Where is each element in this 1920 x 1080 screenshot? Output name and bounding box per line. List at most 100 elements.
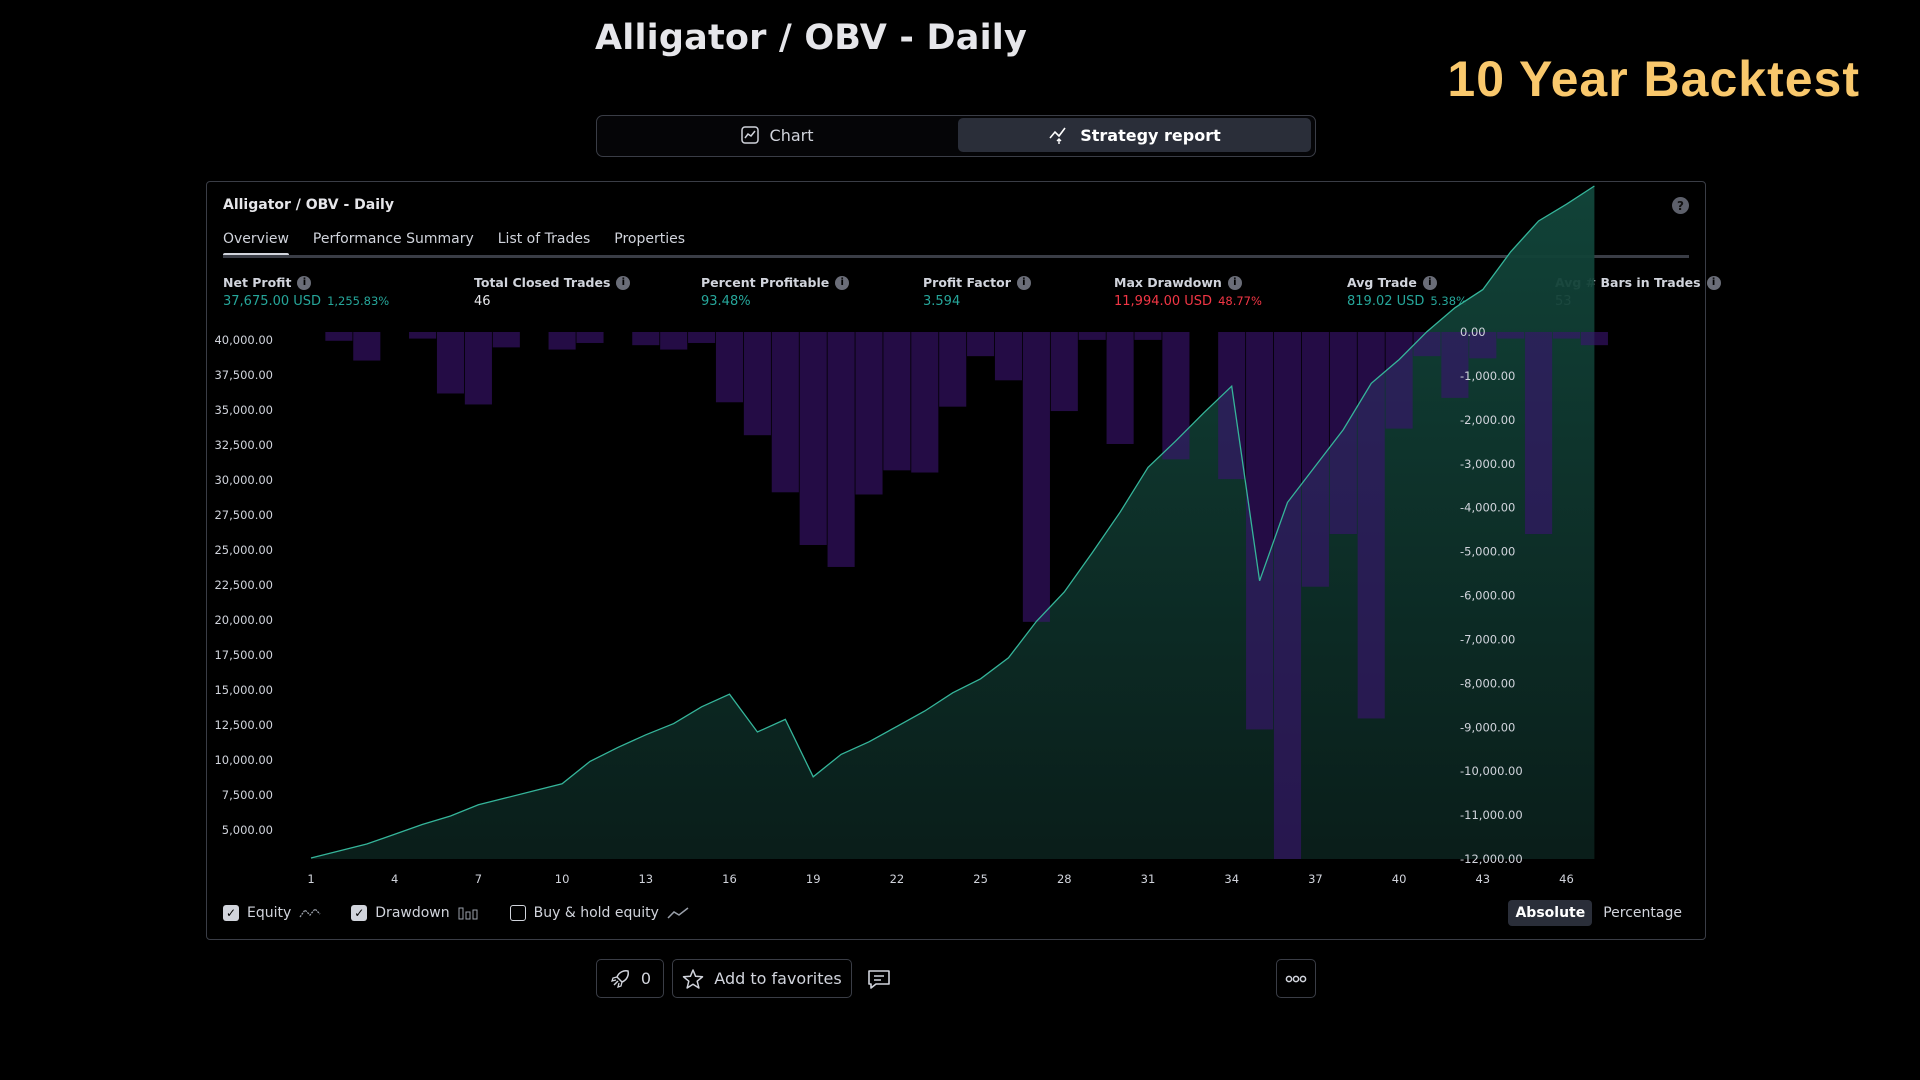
rocket-icon bbox=[610, 969, 629, 988]
metric-percent-profitable: Percent Profitable i 93.48% bbox=[701, 275, 850, 309]
drawdown-bar bbox=[632, 332, 660, 346]
drawdown-bar bbox=[1218, 332, 1246, 480]
strategy-report-tab-label: Strategy report bbox=[1080, 125, 1221, 145]
tab-performance-summary[interactable]: Performance Summary bbox=[312, 231, 474, 247]
info-icon[interactable]: i bbox=[297, 275, 312, 290]
chart-tab-label: Chart bbox=[769, 125, 814, 145]
drawdown-bar bbox=[1329, 332, 1357, 535]
boost-count: 0 bbox=[640, 969, 652, 988]
comments-button[interactable] bbox=[867, 968, 891, 994]
drawdown-bar bbox=[1385, 332, 1413, 429]
boost-button[interactable]: 0 bbox=[596, 959, 664, 998]
y-left-tick-label: 37,500.00 bbox=[214, 368, 273, 382]
drawdown-bar bbox=[1525, 332, 1553, 535]
equity-label: Equity bbox=[247, 905, 292, 921]
buy-hold-toggle[interactable]: Buy & hold equity bbox=[509, 905, 689, 921]
more-options-button[interactable] bbox=[1276, 959, 1316, 998]
percentage-button[interactable]: Percentage bbox=[1603, 905, 1682, 921]
drawdown-toggle[interactable]: ✓ Drawdown bbox=[351, 905, 479, 921]
x-tick-label: 1 bbox=[307, 872, 314, 886]
y-right-tick-label: 0.00 bbox=[1460, 325, 1486, 339]
drawdown-bar bbox=[576, 332, 604, 343]
drawdown-bar bbox=[548, 332, 576, 350]
x-tick-label: 40 bbox=[1392, 872, 1407, 886]
info-icon[interactable]: i bbox=[1016, 275, 1031, 290]
drawdown-bar bbox=[1106, 332, 1134, 444]
x-tick-label: 28 bbox=[1057, 872, 1072, 886]
buy-hold-checkbox[interactable] bbox=[509, 905, 526, 921]
metric-label-text: Total Closed Trades bbox=[474, 275, 611, 290]
drawdown-bar bbox=[688, 332, 716, 343]
info-icon[interactable]: i bbox=[1422, 275, 1437, 290]
drawdown-bar bbox=[464, 332, 492, 405]
equity-line bbox=[310, 185, 1595, 859]
y-right-tick-label: -1,000.00 bbox=[1460, 369, 1515, 383]
drawdown-bar bbox=[827, 332, 855, 567]
info-icon[interactable]: i bbox=[835, 275, 850, 290]
add-to-favorites-button[interactable]: Add to favorites bbox=[672, 959, 852, 998]
chart-legend: ✓ Equity ✓ Drawdown Buy & hold equity bbox=[223, 905, 689, 921]
drawdown-bar bbox=[855, 332, 883, 495]
x-tick-label: 31 bbox=[1141, 872, 1156, 886]
y-right-tick-label: -6,000.00 bbox=[1460, 589, 1515, 603]
y-left-tick-label: 27,500.00 bbox=[214, 508, 273, 522]
strategy-report-tab-button[interactable]: Strategy report bbox=[958, 118, 1311, 152]
equity-area bbox=[311, 186, 1595, 859]
page-title: Alligator / OBV - Daily bbox=[595, 18, 1028, 58]
drawdown-bar bbox=[1273, 332, 1302, 859]
buy-hold-line-icon bbox=[667, 907, 689, 919]
metric-label-text: Max Drawdown bbox=[1114, 275, 1222, 290]
drawdown-bar bbox=[325, 332, 353, 341]
x-tick-label: 34 bbox=[1224, 872, 1239, 886]
info-icon[interactable]: i bbox=[1706, 275, 1721, 290]
drawdown-bar bbox=[911, 332, 939, 473]
y-left-tick-label: 30,000.00 bbox=[214, 473, 273, 487]
drawdown-bar bbox=[1413, 332, 1441, 357]
equity-icon bbox=[299, 908, 321, 918]
equity-checkbox[interactable]: ✓ bbox=[223, 905, 239, 921]
tab-list-of-trades[interactable]: List of Trades bbox=[497, 231, 591, 247]
y-left-tick-label: 32,500.00 bbox=[214, 438, 273, 452]
y-right-tick-label: -11,000.00 bbox=[1460, 808, 1523, 822]
add-to-favorites-label: Add to favorites bbox=[714, 969, 842, 988]
y-right-tick-label: -3,000.00 bbox=[1460, 457, 1515, 471]
y-right-tick-label: -2,000.00 bbox=[1460, 413, 1515, 427]
drawdown-bar bbox=[799, 332, 827, 545]
y-left-tick-label: 15,000.00 bbox=[214, 683, 273, 697]
info-icon[interactable]: i bbox=[1227, 275, 1242, 290]
info-icon[interactable]: i bbox=[616, 275, 631, 290]
drawdown-checkbox[interactable]: ✓ bbox=[351, 905, 368, 921]
drawdown-bar bbox=[1246, 332, 1274, 730]
drawdown-bar bbox=[1022, 332, 1050, 622]
metric-sub-value: 5.38% bbox=[1430, 294, 1467, 308]
drawdown-bar bbox=[436, 332, 465, 394]
metric-profit-factor: Profit Factor i 3.594 bbox=[923, 275, 1031, 309]
drawdown-label: Drawdown bbox=[375, 905, 450, 921]
metric-label-text: Avg Trade bbox=[1347, 275, 1417, 290]
help-icon[interactable]: ? bbox=[1672, 197, 1689, 214]
x-tick-label: 37 bbox=[1308, 872, 1323, 886]
y-right-tick-label: -12,000.00 bbox=[1460, 852, 1523, 866]
y-left-tick-label: 17,500.00 bbox=[214, 648, 273, 662]
metric-value: 46 bbox=[474, 294, 491, 309]
strategy-report-panel: Alligator / OBV - Daily ? Overview Perfo… bbox=[206, 181, 1721, 940]
chart-tab-button[interactable]: Chart bbox=[599, 118, 954, 152]
metric-label: Profit Factor i bbox=[923, 275, 1031, 290]
x-tick-label: 19 bbox=[806, 872, 821, 886]
equity-toggle[interactable]: ✓ Equity bbox=[223, 905, 321, 921]
drawdown-bar bbox=[1078, 332, 1106, 340]
y-right-tick-label: -8,000.00 bbox=[1460, 676, 1515, 690]
metric-max-drawdown: Max Drawdown i 11,994.00 USD 48.77% bbox=[1114, 275, 1262, 309]
x-tick-label: 22 bbox=[890, 872, 905, 886]
y-left-tick-label: 40,000.00 bbox=[214, 333, 273, 347]
metric-label: Total Closed Trades i bbox=[474, 275, 631, 290]
absolute-button[interactable]: Absolute bbox=[1508, 900, 1593, 926]
drawdown-bar bbox=[1552, 332, 1581, 339]
tab-properties[interactable]: Properties bbox=[614, 231, 686, 247]
drawdown-bar bbox=[967, 332, 995, 357]
metric-label: Max Drawdown i bbox=[1114, 275, 1262, 290]
y-right-tick-label: -10,000.00 bbox=[1460, 764, 1523, 778]
x-tick-label: 25 bbox=[973, 872, 988, 886]
metric-value: 37,675.00 USD bbox=[223, 294, 322, 309]
drawdown-bar bbox=[883, 332, 911, 471]
